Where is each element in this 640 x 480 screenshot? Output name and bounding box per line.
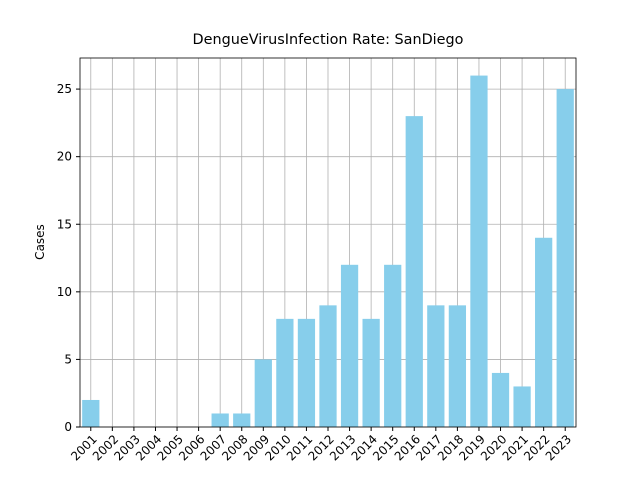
bar	[340, 264, 359, 427]
bar	[448, 305, 467, 427]
x-axis-label: Year	[314, 478, 340, 480]
y-axis-label: Cases	[33, 224, 47, 260]
y-tick-label: 20	[57, 150, 72, 164]
plot-frame	[79, 57, 577, 428]
bar	[254, 359, 272, 427]
bar	[233, 413, 251, 427]
bar	[556, 89, 574, 427]
y-tick-label: 10	[57, 285, 72, 299]
bar	[362, 318, 380, 427]
bar	[513, 386, 531, 427]
bar	[276, 318, 294, 427]
y-tick-label: 5	[64, 352, 72, 366]
bar	[297, 318, 316, 427]
bars	[82, 75, 574, 428]
bar	[470, 75, 488, 428]
y-tick-label: 25	[57, 82, 72, 96]
bar	[319, 305, 337, 427]
bar	[535, 237, 553, 427]
bar	[491, 372, 510, 427]
chart-title: DengueVirusInfection Rate: SanDiego	[193, 32, 464, 48]
bar	[427, 305, 445, 427]
bar	[384, 264, 402, 427]
bar	[82, 399, 100, 427]
y-tick-label: 0	[64, 420, 72, 434]
bar	[405, 116, 423, 427]
y-tick-label: 15	[57, 217, 72, 231]
bar	[211, 413, 229, 427]
